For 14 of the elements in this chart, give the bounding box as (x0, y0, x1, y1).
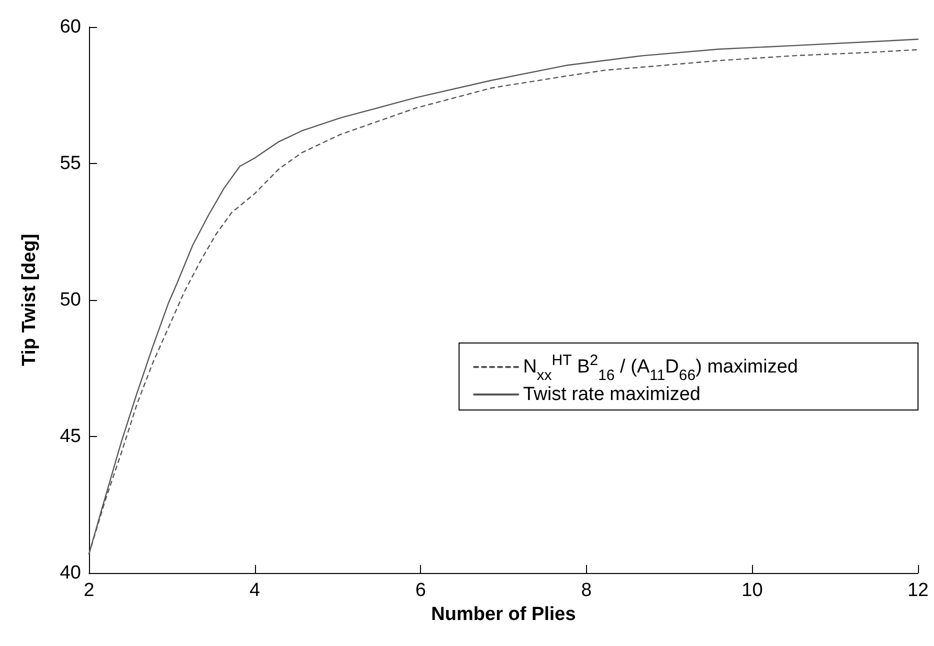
y-tick-label: 60 (60, 16, 81, 38)
x-tick-label: 4 (250, 580, 261, 601)
x-tick-label: 10 (742, 580, 763, 601)
x-tick-label: 6 (415, 580, 426, 601)
x-tick-label: 8 (581, 580, 592, 601)
y-tick-label: 45 (60, 426, 81, 447)
y-tick-label: 50 (60, 290, 81, 310)
legend-label: Twist rate maximized (523, 384, 700, 405)
y-tick-label: 55 (60, 153, 81, 174)
x-axis-title: Number of Plies (431, 604, 576, 625)
x-tick-label: 2 (84, 580, 94, 601)
y-axis-title: Tip Twist [deg] (19, 234, 40, 366)
x-tick-label: 12 (907, 580, 929, 601)
y-tick-label: 40 (60, 562, 81, 584)
